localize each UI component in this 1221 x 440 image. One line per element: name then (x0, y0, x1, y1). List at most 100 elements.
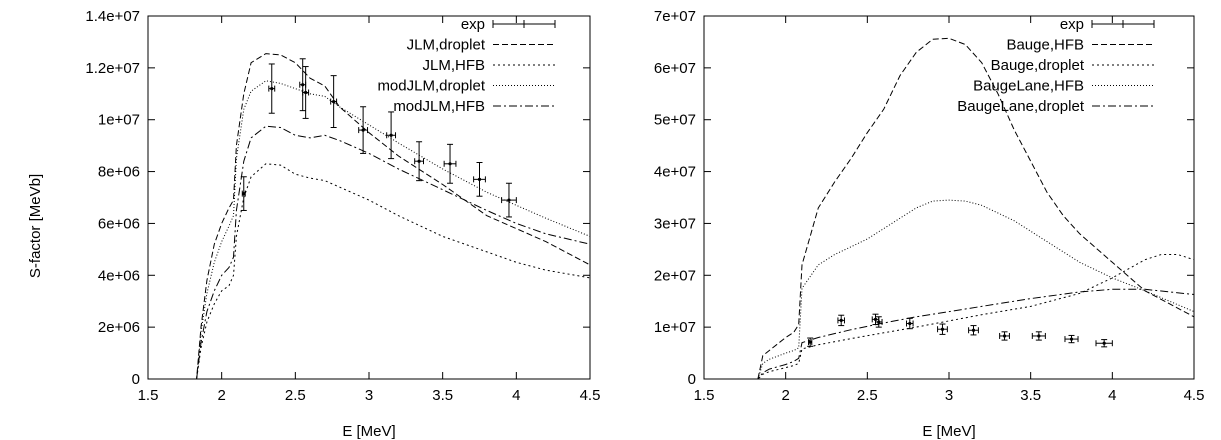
exp-marker (1102, 341, 1106, 345)
exp-marker (301, 83, 305, 87)
exp-marker (448, 162, 452, 166)
y-tick-label: 1.2e+07 (85, 60, 140, 77)
exp-data-point (302, 66, 310, 119)
exp-marker (332, 99, 336, 104)
legend-label: BaugeLane,droplet (957, 98, 1085, 115)
x-tick-label: 4.5 (580, 387, 601, 404)
y-tick-label: 6e+06 (98, 215, 140, 232)
plot-frame (703, 15, 1195, 380)
series-line-baugelane-hfb (704, 199, 1194, 379)
legend-entry: JLM,droplet (407, 37, 555, 54)
y-tick-label: 7e+07 (654, 8, 696, 25)
exp-marker (1069, 337, 1074, 341)
legend-label: JLM,droplet (407, 37, 486, 54)
x-tick-label: 2 (217, 387, 225, 404)
exp-data-point (386, 111, 397, 160)
legend-label: exp (1060, 16, 1084, 33)
y-tick-label: 2e+06 (98, 319, 140, 336)
exp-data-point (240, 176, 247, 211)
legend-label: modJLM,HFB (393, 98, 485, 115)
legend-entry: Bauge,HFB (1006, 37, 1154, 54)
exp-marker (270, 87, 274, 91)
exp-marker (908, 321, 912, 326)
exp-marker (1037, 334, 1041, 338)
exp-data-point (807, 337, 814, 347)
legend-label: Bauge,droplet (991, 57, 1085, 74)
exp-marker (389, 133, 393, 137)
x-tick-label: 2.5 (285, 387, 306, 404)
exp-data-point (443, 143, 457, 184)
y-tick-label: 8e+06 (98, 164, 140, 181)
exp-data-point (968, 325, 979, 336)
exp-data-point (1064, 334, 1079, 344)
x-tick-label: 3.5 (432, 387, 453, 404)
x-tick-label: 3 (945, 387, 953, 404)
exp-marker (507, 198, 511, 202)
series-line-modjlm-droplet (148, 80, 590, 379)
series-line-bauge-droplet (704, 254, 1194, 379)
exp-marker (242, 192, 246, 196)
legend-entry: BaugeLane,droplet (957, 98, 1154, 115)
legend-entry: exp (461, 16, 556, 33)
legend-label: exp (461, 16, 485, 33)
y-tick-label: 2e+07 (654, 267, 696, 284)
exp-marker (417, 159, 421, 163)
legend-entry: Bauge,droplet (991, 57, 1154, 74)
y-tick-label: 0 (132, 371, 140, 388)
exp-data-point (414, 141, 425, 182)
exp-data-point (906, 317, 914, 330)
x-axis-label: E [MeV] (922, 423, 975, 440)
y-tick-label: 0 (688, 371, 696, 388)
exp-data-point (875, 316, 883, 328)
x-tick-label: 1.5 (138, 387, 159, 404)
legend-entry: modJLM,droplet (377, 78, 555, 95)
series-line-baugelane-droplet (704, 288, 1194, 379)
series-line-modjlm-hfb (148, 125, 590, 379)
exp-data-point (999, 331, 1010, 341)
exp-data-point (501, 182, 517, 218)
x-tick-label: 4 (512, 387, 520, 404)
legend-label: modJLM,droplet (377, 78, 485, 95)
legend-entry: JLM,HFB (422, 57, 555, 74)
legend-label: Bauge,HFB (1006, 37, 1084, 54)
x-axis-label: E [MeV] (342, 423, 395, 440)
exp-marker (940, 327, 945, 331)
legend-entry: modJLM,HFB (393, 98, 555, 115)
legend-entry: BaugeLane,HFB (973, 78, 1154, 95)
exp-marker (1002, 334, 1007, 338)
exp-marker (304, 90, 308, 95)
y-tick-label: 1.4e+07 (85, 8, 140, 25)
exp-data-point (358, 106, 369, 154)
y-tick-label: 5e+07 (654, 112, 696, 129)
exp-data-point (837, 314, 845, 327)
exp-marker (477, 177, 482, 181)
y-tick-label: 4e+07 (654, 164, 696, 181)
x-tick-label: 1.5 (694, 387, 715, 404)
y-tick-label: 4e+06 (98, 267, 140, 284)
exp-marker (808, 340, 812, 344)
legend-entry: exp (1060, 16, 1155, 33)
x-tick-label: 3 (365, 387, 373, 404)
exp-data-point (268, 63, 276, 114)
series-line-jlm-droplet (148, 53, 590, 379)
x-tick-label: 4.5 (1184, 387, 1205, 404)
exp-data-point (937, 323, 948, 335)
x-tick-label: 4 (1108, 387, 1116, 404)
legend-label: JLM,HFB (422, 57, 485, 74)
y-tick-label: 1e+07 (98, 112, 140, 129)
exp-data-point (1031, 331, 1046, 341)
exp-marker (839, 318, 843, 323)
y-axis-label: S-factor [MeVb] (27, 174, 44, 278)
exp-data-point (330, 75, 338, 128)
x-tick-label: 2 (781, 387, 789, 404)
series-line-bauge-hfb (704, 37, 1194, 379)
left-chart-panel: 1.5 2 2.5 3 3.5 4 4.5 0 2e+06 4e+06 6e+06 8e+06 1e+0… (85, 8, 600, 440)
y-tick-label: 6e+07 (654, 60, 696, 77)
x-tick-label: 2.5 (857, 387, 878, 404)
x-tick-label: 3.5 (1020, 387, 1041, 404)
plot-frame (147, 15, 591, 380)
right-chart-panel: 1.5 2 2.5 3 3.5 4 4.5 0 1e+07 2e+07 3e+07 4e+07 5e+0… (654, 8, 1205, 440)
legend-label: BaugeLane,HFB (973, 78, 1084, 95)
series-line-jlm-hfb (148, 163, 590, 379)
